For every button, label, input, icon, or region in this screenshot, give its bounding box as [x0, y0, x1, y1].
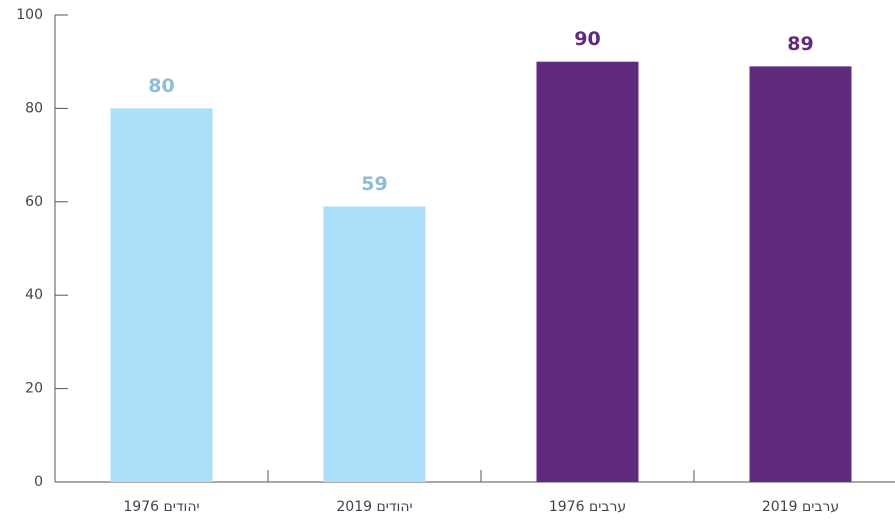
- y-tick-label: 80: [25, 100, 43, 116]
- value-label: 90: [574, 28, 600, 50]
- x-tick-label: ערבים 1976: [549, 499, 626, 515]
- x-tick-label: יהודים 1976: [123, 499, 199, 515]
- x-tick-label: ערבים 2019: [762, 499, 839, 515]
- y-tick-label: 20: [25, 381, 43, 397]
- y-tick-label: 40: [25, 287, 43, 303]
- value-label: 89: [787, 33, 813, 55]
- value-label: 59: [361, 173, 387, 195]
- bar: [536, 61, 639, 482]
- y-tick-label: 0: [34, 474, 43, 490]
- y-tick-label: 60: [25, 194, 43, 210]
- value-label: 80: [148, 75, 174, 97]
- y-tick-label: 100: [16, 7, 43, 23]
- bar: [749, 66, 852, 483]
- bar: [110, 108, 213, 483]
- x-tick-label: יהודים 2019: [336, 499, 412, 515]
- bar: [323, 206, 426, 482]
